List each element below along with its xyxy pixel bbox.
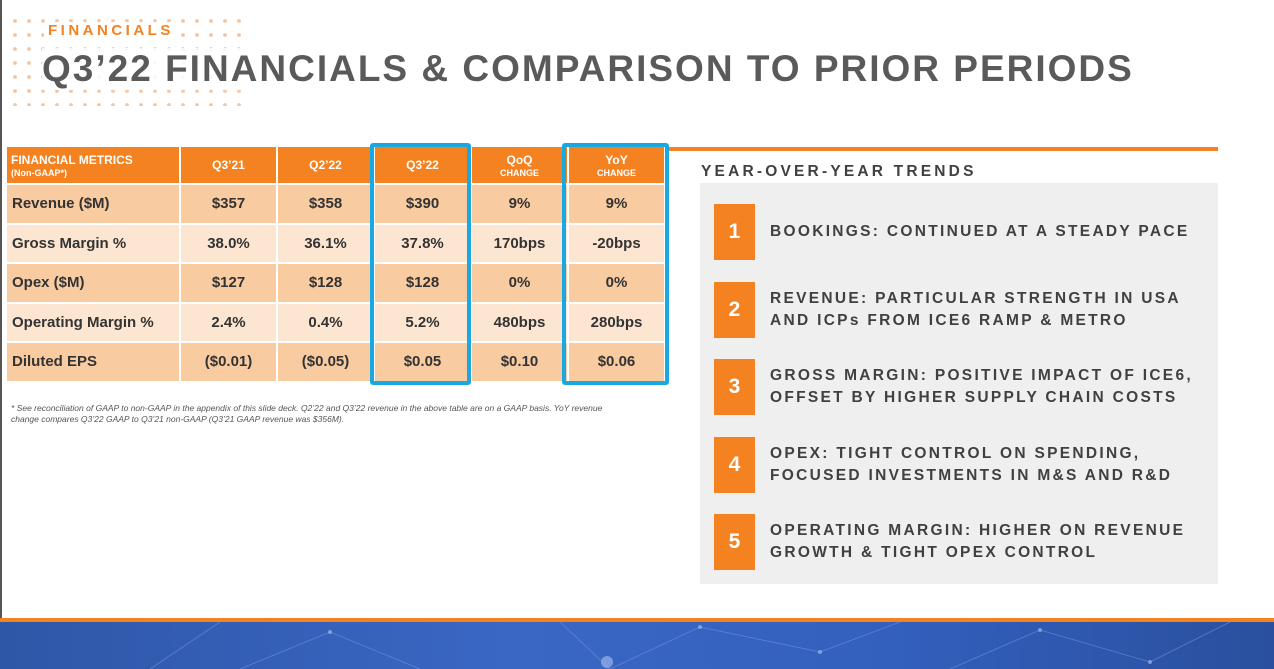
cell-yoy: 9% — [569, 185, 666, 225]
cell-yoy: -20bps — [569, 224, 666, 264]
cell-q321: 38.0% — [181, 224, 278, 264]
header-yoy-sub: CHANGE — [596, 167, 636, 178]
header-qoq: QoQ CHANGE — [472, 147, 569, 185]
left-edge-rule — [0, 0, 2, 669]
cell-qoq: 0% — [472, 264, 569, 304]
trend-line: GROSS MARGIN: POSITIVE IMPACT OF ICE6, — [770, 367, 1193, 384]
yoy-column-highlight — [562, 143, 669, 385]
footer-band — [0, 622, 1274, 669]
trend-text: REVENUE: PARTICULAR STRENGTH IN USA AND … — [770, 288, 1215, 332]
trend-number-badge: 1 — [714, 204, 755, 260]
trend-text: OPERATING MARGIN: HIGHER ON REVENUE GROW… — [770, 520, 1215, 564]
cell-qoq: 170bps — [472, 224, 569, 264]
trends-divider — [669, 147, 1218, 151]
trend-item: 2 REVENUE: PARTICULAR STRENGTH IN USA AN… — [714, 282, 1215, 338]
table-row: Opex ($M) $127 $128 $128 0% 0% — [7, 264, 666, 304]
trend-text: BOOKINGS: CONTINUED AT A STEADY PACE — [770, 221, 1215, 243]
header-financial-metrics: FINANCIAL METRICS (Non-GAAP*) — [7, 147, 181, 185]
section-label: FINANCIALS — [44, 22, 178, 39]
trend-line: AND ICPs FROM ICE6 RAMP & METRO — [770, 312, 1128, 329]
cell-q322: $128 — [375, 264, 472, 304]
header-qoq-label: QoQ — [506, 152, 533, 167]
trend-line: OPERATING MARGIN: HIGHER ON REVENUE — [770, 522, 1186, 539]
cell-q322: 5.2% — [375, 303, 472, 343]
footer-network-pattern — [149, 622, 1231, 669]
financial-metrics-table: FINANCIAL METRICS (Non-GAAP*) Q3’21 Q2’2… — [7, 147, 666, 383]
cell-q322: $390 — [375, 185, 472, 225]
trend-line: BOOKINGS: CONTINUED AT A STEADY PACE — [770, 223, 1190, 240]
footnote: * See reconciliation of GAAP to non-GAAP… — [11, 403, 603, 425]
trend-text: OPEX: TIGHT CONTROL ON SPENDING, FOCUSED… — [770, 443, 1215, 487]
row-label: Revenue ($M) — [7, 185, 181, 225]
header-q321: Q3’21 — [181, 147, 278, 185]
cell-qoq: 480bps — [472, 303, 569, 343]
row-label: Diluted EPS — [7, 343, 181, 383]
header-qoq-sub: CHANGE — [499, 167, 539, 178]
cell-q222: 36.1% — [278, 224, 375, 264]
row-label: Operating Margin % — [7, 303, 181, 343]
trend-item: 1 BOOKINGS: CONTINUED AT A STEADY PACE — [714, 204, 1215, 260]
trend-number-badge: 3 — [714, 359, 755, 415]
trend-line: REVENUE: PARTICULAR STRENGTH IN USA — [770, 290, 1181, 307]
trend-line: OPEX: TIGHT CONTROL ON SPENDING, — [770, 445, 1141, 462]
cell-q222: $128 — [278, 264, 375, 304]
cell-q222: 0.4% — [278, 303, 375, 343]
header-q222: Q2’22 — [278, 147, 375, 185]
row-label: Gross Margin % — [7, 224, 181, 264]
cell-qoq: 9% — [472, 185, 569, 225]
trend-line: FOCUSED INVESTMENTS IN M&S AND R&D — [770, 467, 1173, 484]
page-title: Q3’22 FINANCIALS & COMPARISON TO PRIOR P… — [42, 48, 1140, 90]
trends-panel: 1 BOOKINGS: CONTINUED AT A STEADY PACE 2… — [700, 183, 1218, 584]
cell-q321: ($0.01) — [181, 343, 278, 383]
table-row: Revenue ($M) $357 $358 $390 9% 9% — [7, 185, 666, 225]
cell-q222: $358 — [278, 185, 375, 225]
cell-yoy: 0% — [569, 264, 666, 304]
header-q322: Q3’22 — [375, 147, 472, 185]
row-label: Opex ($M) — [7, 264, 181, 304]
cell-q321: $127 — [181, 264, 278, 304]
cell-yoy: $0.06 — [569, 343, 666, 383]
footer-accent-rule — [0, 618, 1274, 622]
table-row: Operating Margin % 2.4% 0.4% 5.2% 480bps… — [7, 303, 666, 343]
trend-item: 4 OPEX: TIGHT CONTROL ON SPENDING, FOCUS… — [714, 437, 1215, 493]
table-row: Diluted EPS ($0.01) ($0.05) $0.05 $0.10 … — [7, 343, 666, 383]
trends-title: YEAR-OVER-YEAR TRENDS — [701, 163, 977, 180]
trend-text: GROSS MARGIN: POSITIVE IMPACT OF ICE6, O… — [770, 365, 1215, 409]
trend-line: OFFSET BY HIGHER SUPPLY CHAIN COSTS — [770, 389, 1178, 406]
cell-q321: $357 — [181, 185, 278, 225]
trend-number-badge: 5 — [714, 514, 755, 570]
trend-line: GROWTH & TIGHT OPEX CONTROL — [770, 544, 1098, 561]
header-metrics-sub: (Non-GAAP*) — [11, 167, 67, 178]
trend-number-badge: 2 — [714, 282, 755, 338]
header-metrics-title: FINANCIAL METRICS — [11, 152, 133, 167]
table-header-row: FINANCIAL METRICS (Non-GAAP*) Q3’21 Q2’2… — [7, 147, 666, 185]
cell-q321: 2.4% — [181, 303, 278, 343]
cell-qoq: $0.10 — [472, 343, 569, 383]
trend-item: 5 OPERATING MARGIN: HIGHER ON REVENUE GR… — [714, 514, 1215, 570]
trend-number-badge: 4 — [714, 437, 755, 493]
trend-item: 3 GROSS MARGIN: POSITIVE IMPACT OF ICE6,… — [714, 359, 1215, 415]
cell-q222: ($0.05) — [278, 343, 375, 383]
q322-column-highlight — [370, 143, 471, 385]
header-yoy-label: YoY — [605, 152, 628, 167]
cell-q322: 37.8% — [375, 224, 472, 264]
table-row: Gross Margin % 38.0% 36.1% 37.8% 170bps … — [7, 224, 666, 264]
cell-yoy: 280bps — [569, 303, 666, 343]
